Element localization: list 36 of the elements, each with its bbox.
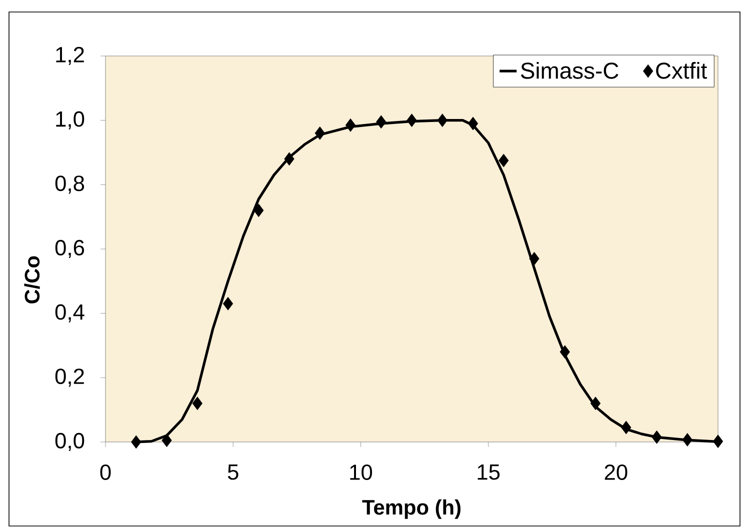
x-tick-label: 0 (100, 464, 111, 480)
point (682, 433, 692, 446)
point (162, 434, 172, 448)
y-tick-label: 1,0 (56, 111, 84, 130)
y-axis-title: C/Co (24, 256, 40, 304)
point (590, 396, 601, 410)
y-tick-label: 1,2 (56, 46, 84, 66)
point (712, 434, 724, 448)
point (406, 114, 417, 128)
point (131, 435, 142, 449)
point (621, 420, 632, 434)
x-tick-label: 5 (228, 464, 238, 480)
y-tick-label: 0,4 (55, 304, 84, 322)
point (560, 345, 570, 359)
point (376, 115, 386, 129)
x-tick-label: 20 (604, 464, 628, 480)
y-tick-label: 0,8 (55, 176, 84, 194)
y-tick-label: 0,2 (55, 368, 84, 387)
y-tick-label: 0,0 (55, 432, 84, 452)
point (284, 152, 294, 166)
point (498, 154, 509, 168)
point (529, 252, 540, 266)
point (652, 430, 662, 444)
point (222, 296, 234, 310)
x-tick-label: 15 (478, 464, 500, 480)
legend-label: Simass-C (520, 62, 618, 79)
x-tick-label: 10 (350, 464, 372, 480)
point (437, 114, 448, 128)
point (192, 396, 202, 410)
x-axis-title: Tempo (h) (362, 499, 460, 519)
legend-label: Cxtfit (656, 62, 707, 79)
point (345, 118, 356, 132)
point (314, 126, 325, 140)
point (254, 204, 264, 218)
point (468, 116, 478, 130)
y-tick-label: 0,6 (55, 240, 84, 258)
